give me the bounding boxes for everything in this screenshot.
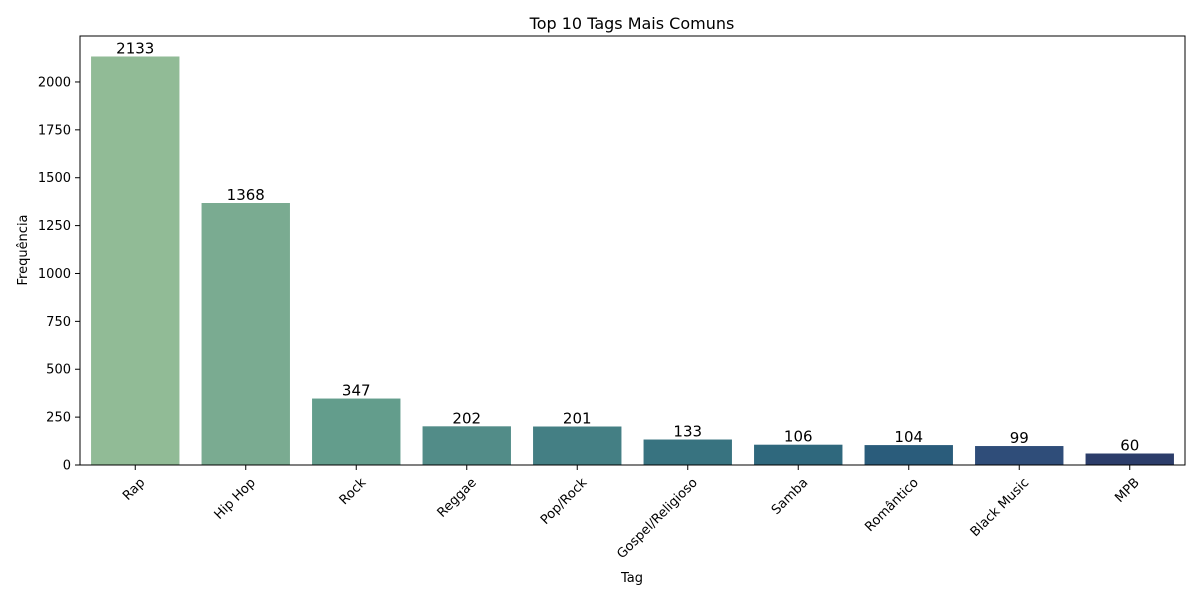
y-tick-label-2: 500 (46, 363, 71, 378)
x-tick-label-0: Rap (120, 475, 148, 503)
x-axis-label: Tag (620, 571, 643, 586)
data-label-4: 201 (563, 410, 592, 428)
data-label-7: 104 (894, 428, 923, 446)
y-tick-label-0: 0 (63, 459, 71, 474)
y-tick-label-1: 250 (46, 411, 71, 426)
bar-3 (422, 426, 511, 465)
y-axis-label: Frequência (16, 214, 31, 285)
y-tick-label-8: 2000 (38, 75, 71, 90)
data-label-2: 347 (342, 382, 371, 400)
y-tick-label-7: 1750 (38, 123, 71, 138)
data-label-5: 133 (673, 423, 702, 441)
x-tick-label-7: Romântico (862, 475, 921, 534)
bar-7 (864, 445, 953, 465)
x-tick-label-3: Reggae (435, 475, 480, 520)
x-tick-label-6: Samba (769, 475, 812, 518)
bar-4 (533, 426, 622, 465)
y-axis: 0 250 500 750 1000 1250 1500 1750 2000 (38, 75, 80, 474)
data-label-1: 1368 (227, 186, 265, 204)
bar-5 (643, 439, 732, 465)
y-tick-label-6: 1500 (38, 171, 71, 186)
data-label-6: 106 (784, 428, 813, 446)
bar-2 (312, 398, 401, 465)
plot-frame (79, 35, 1186, 466)
bar-6 (754, 444, 843, 465)
x-tick-label-2: Rock (337, 475, 370, 508)
bars-group (91, 56, 1174, 466)
x-tick-label-9: MPB (1112, 475, 1142, 505)
x-tick-label-8: Black Music (968, 475, 1033, 540)
data-label-8: 99 (1010, 429, 1029, 447)
data-label-9: 60 (1120, 437, 1139, 455)
bar-0 (91, 56, 180, 466)
bar-8 (975, 446, 1064, 465)
y-tick-label-3: 750 (46, 315, 71, 330)
x-tick-label-1: Hip Hop (212, 475, 259, 522)
data-labels-group: 2133 1368 347 202 201 133 106 104 99 60 (116, 39, 1139, 454)
bar-9 (1085, 453, 1174, 465)
data-label-0: 2133 (116, 39, 154, 57)
y-tick-label-4: 1000 (38, 267, 71, 282)
x-axis: Rap Hip Hop Rock Reggae Pop/Rock Gospel/Relig… (120, 465, 1143, 562)
x-tick-label-4: Pop/Rock (538, 475, 591, 528)
x-tick-label-5: Gospel/Religioso (614, 475, 700, 561)
chart-title: Top 10 Tags Mais Comuns (529, 14, 735, 33)
y-tick-label-5: 1250 (38, 219, 71, 234)
bar-1 (201, 203, 290, 465)
data-label-3: 202 (452, 409, 481, 427)
